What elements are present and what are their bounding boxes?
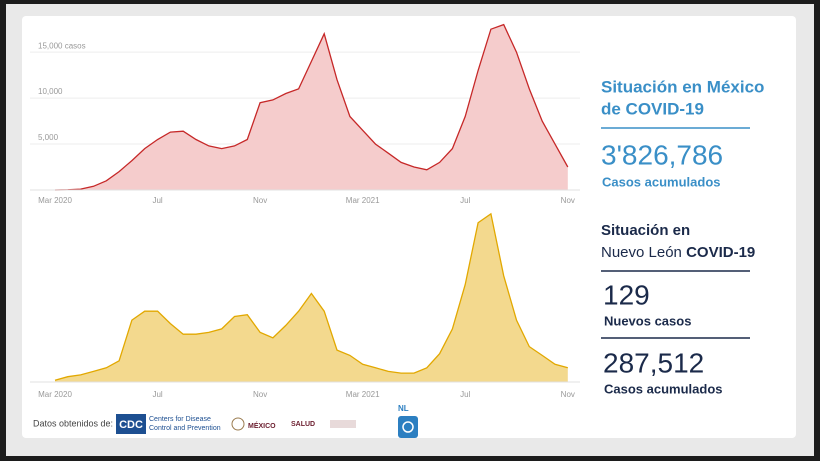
x-tick-label: Nov (253, 390, 267, 399)
panel-title: Nuevo León COVID-19 (601, 244, 755, 261)
gob-emblem (231, 417, 245, 431)
x-tick-label: Nov (561, 390, 575, 399)
x-tick-label: Jul (460, 196, 470, 205)
panel-title: Nuevo León (601, 244, 682, 261)
line (54, 212, 568, 381)
gob-logo: MÉXICO (248, 421, 276, 430)
nl-logo-mark (402, 421, 414, 433)
y-tick-label: 10,000 (38, 87, 63, 96)
x-tick-label: Mar 2021 (346, 196, 380, 205)
area (55, 213, 568, 382)
x-tick-label: Nov (561, 196, 575, 205)
cdc-logo-text: CDC (119, 419, 143, 431)
panel-title: Situación en (601, 222, 690, 239)
x-tick-label: Mar 2020 (38, 390, 72, 399)
source-label: Datos obtenidos de: (33, 418, 113, 428)
y-tick-label: 15,000 casos (38, 41, 86, 50)
panel-title: de COVID-19 (601, 99, 704, 118)
x-tick-label: Nov (253, 196, 267, 205)
area (55, 24, 568, 190)
total: 3'826,786 (601, 139, 723, 170)
salud-logo: SALUD (291, 421, 315, 428)
panel: Situación en México de COVID-19 3'826,78… (601, 77, 764, 396)
x-tick-label: Jul (152, 196, 162, 205)
nl-logo (398, 416, 418, 438)
nl-logo-text: NL (398, 404, 409, 413)
x-tick-label: Jul (460, 390, 470, 399)
footer: Datos obtenidos de: CDC Centers for Dise… (33, 404, 418, 438)
new-cases-label: Nuevos casos (604, 313, 691, 328)
x-tick-label: Mar 2020 (38, 196, 72, 205)
y-tick-label: 5,000 (38, 133, 59, 142)
total: 287,512 (603, 347, 704, 378)
cdc-name: Control and Prevention (149, 425, 221, 432)
panel-title: COVID-19 (686, 244, 755, 261)
total-label: Casos acumulados (602, 174, 721, 189)
line (54, 23, 569, 191)
x-tick-label: Mar 2021 (346, 390, 380, 399)
cdc-logo (116, 414, 146, 434)
x-tick-label: Jul (152, 390, 162, 399)
new-cases: 129 (603, 279, 650, 310)
cdc-name: Centers for Disease (149, 416, 211, 423)
charts: 5,000 10,000 15,000 casos Mar 2020 Jul Nov Mar… (30, 23, 580, 399)
panel-title: Situación en México (601, 77, 764, 96)
logo-placeholder (330, 420, 356, 428)
total-label: Casos acumulados (604, 381, 723, 396)
